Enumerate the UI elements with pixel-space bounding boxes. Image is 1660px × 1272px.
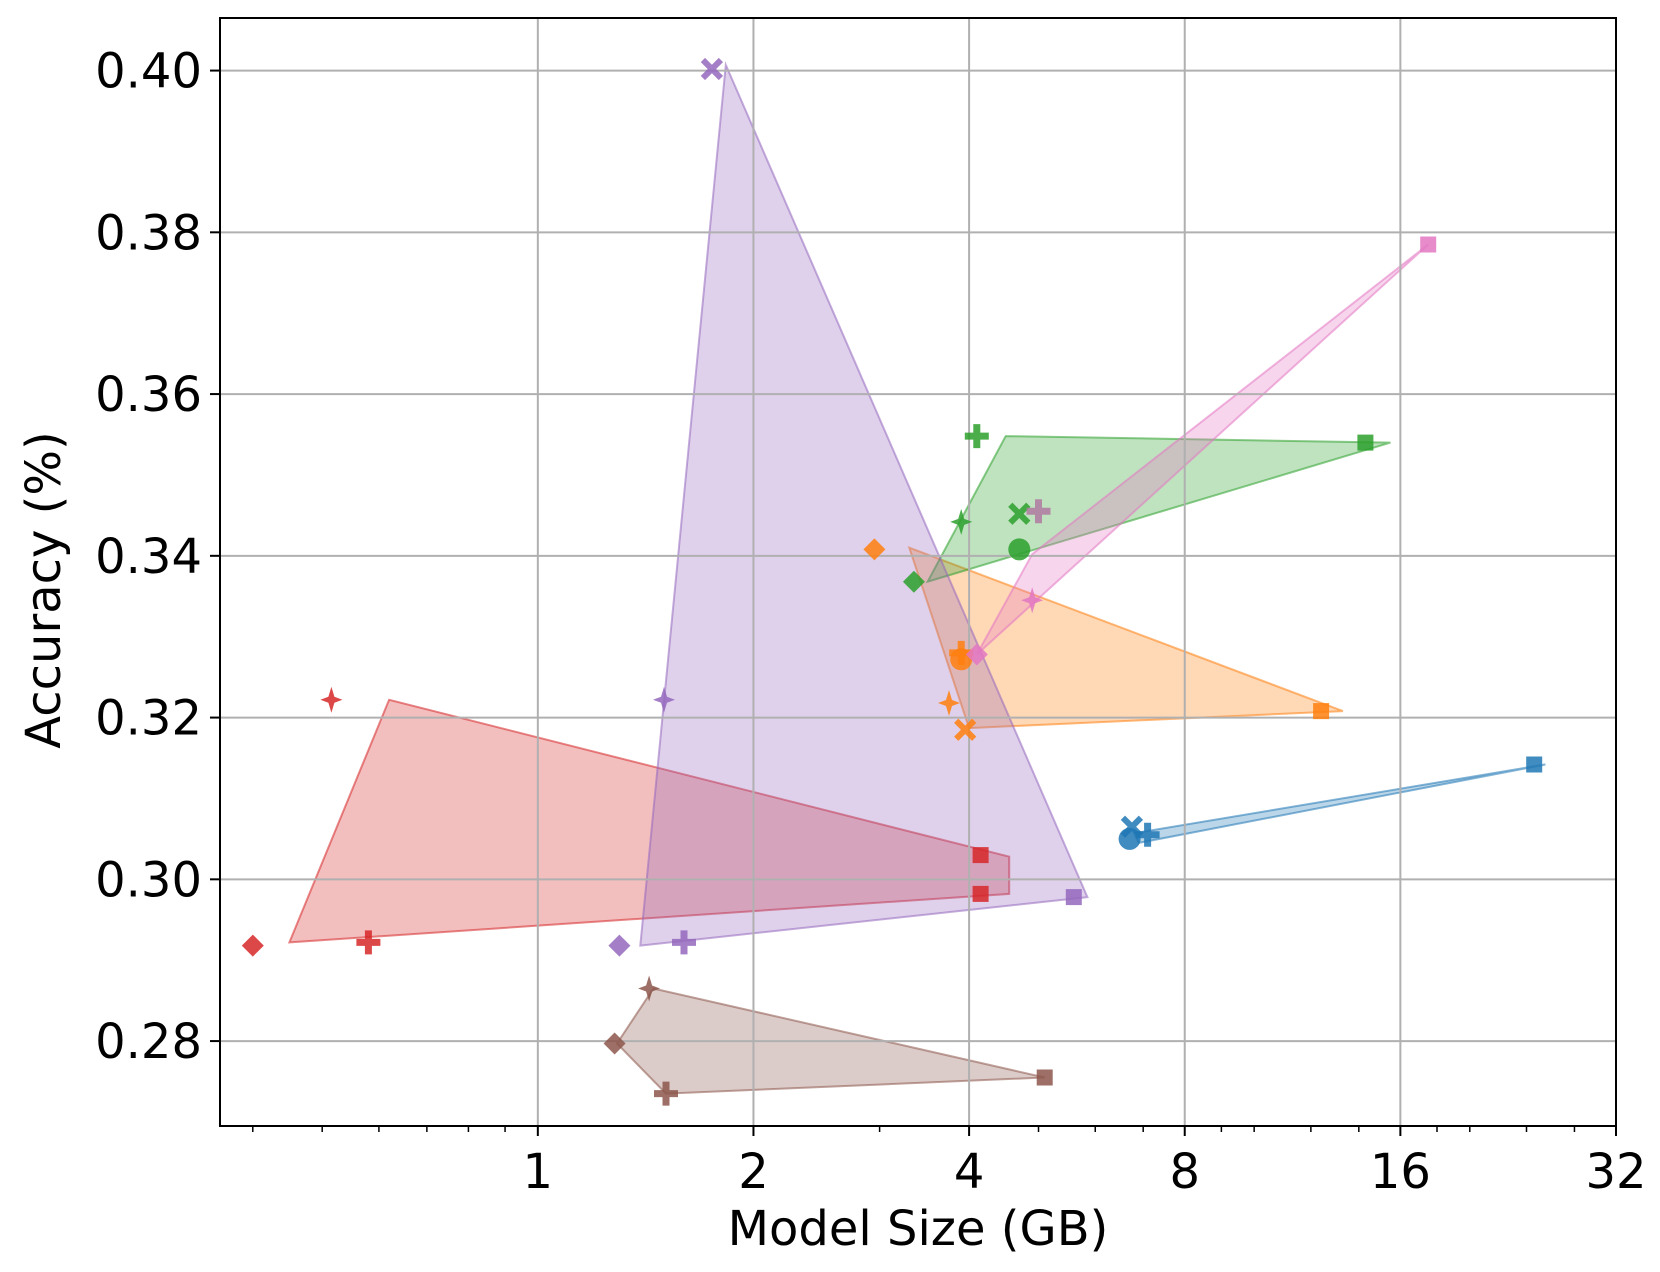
data-point-square	[1420, 236, 1437, 253]
data-point-layer	[241, 57, 1543, 1106]
data-point-plus	[964, 424, 989, 449]
data-point-square	[1526, 756, 1543, 773]
data-point-diamond	[902, 570, 925, 593]
tick-layer: 1 2 4 8 16 32 0.28 0.30 0.32 0.34 0.36 0.38 0.40	[95, 44, 1646, 1200]
hull-blue	[1132, 763, 1546, 845]
data-point-star	[1021, 587, 1044, 614]
series-hull-layer	[287, 60, 1546, 1095]
data-point-square	[1065, 889, 1082, 906]
y-tick-label: 0.38	[95, 205, 202, 261]
data-point-square	[1357, 434, 1374, 451]
y-axis-label: Accuracy (%)	[16, 431, 72, 748]
y-tick-label: 0.40	[95, 44, 202, 100]
data-point-plus	[654, 1081, 678, 1106]
x-axis-label: Model Size (GB)	[728, 1201, 1109, 1257]
data-point-plus	[672, 930, 696, 955]
data-point-plus	[1135, 822, 1160, 847]
y-tick-label: 0.30	[95, 852, 202, 908]
data-point-star	[320, 686, 343, 713]
data-point-square	[1313, 703, 1330, 720]
data-point-diamond	[965, 643, 988, 666]
x-tick-label: 8	[1169, 1144, 1200, 1200]
data-point-square	[972, 847, 989, 864]
x-tick-label: 2	[738, 1144, 769, 1200]
data-point-star	[638, 975, 661, 1002]
hull-red	[287, 698, 1011, 944]
data-point-diamond	[603, 1032, 626, 1055]
hull-pink	[975, 243, 1429, 656]
data-point-plus	[1026, 499, 1051, 524]
hull-purple	[639, 60, 1089, 947]
data-point-diamond	[863, 538, 886, 561]
data-point-star	[950, 508, 973, 535]
data-point-diamond	[608, 934, 631, 957]
x-tick-label: 16	[1370, 1144, 1431, 1200]
data-point-x	[1008, 502, 1031, 525]
y-tick-label: 0.32	[95, 691, 202, 747]
data-point-square	[1036, 1069, 1053, 1086]
x-tick-label: 32	[1585, 1144, 1646, 1200]
data-point-diamond	[241, 934, 264, 957]
data-point-plus	[356, 930, 381, 955]
x-tick-label: 4	[954, 1144, 985, 1200]
data-point-plus	[949, 640, 974, 665]
plot-frame	[219, 17, 1617, 1127]
hull-orange	[907, 546, 1344, 730]
data-point-star	[938, 690, 960, 716]
data-point-x	[700, 57, 724, 81]
data-point-circle	[1008, 538, 1031, 561]
y-tick-label: 0.28	[95, 1014, 202, 1070]
grid-layer	[220, 18, 1616, 1126]
data-point-x	[954, 718, 977, 741]
x-tick-label: 1	[523, 1144, 554, 1200]
data-point-square	[972, 885, 989, 902]
y-tick-label: 0.36	[95, 367, 202, 423]
y-tick-label: 0.34	[95, 529, 202, 585]
data-point-star	[653, 686, 675, 713]
